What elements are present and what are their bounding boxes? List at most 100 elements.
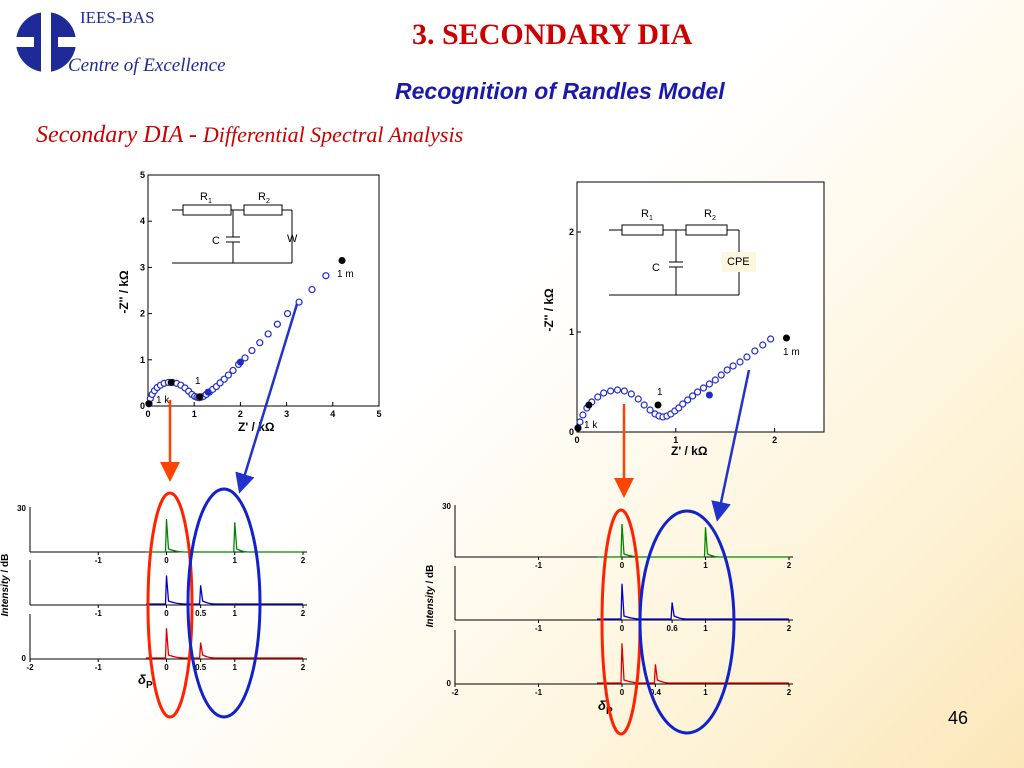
nyquist-right-point xyxy=(594,393,602,401)
spectra-left-xtick-label: -1 xyxy=(95,556,103,565)
nyquist-right-point xyxy=(646,406,654,414)
nyquist-right-point xyxy=(640,401,648,409)
nyquist-right-point xyxy=(576,418,584,426)
nyquist-left-ytick-label: 2 xyxy=(140,309,145,319)
ellipse-blue-right xyxy=(638,509,736,735)
nyquist-left-point xyxy=(241,354,249,362)
spectra-left-xtick-label: 0.5 xyxy=(195,609,207,618)
page-number: 46 xyxy=(948,708,969,728)
spectra-left-ylabel: Intensity / dB xyxy=(0,554,11,617)
nyquist-left-xtick-label: 1 xyxy=(192,409,197,419)
nyquist-right-point xyxy=(751,347,759,355)
nyquist-left-ytick-label: 5 xyxy=(140,170,145,180)
nyquist-right-point xyxy=(711,376,719,384)
nyquist-left-point xyxy=(273,320,281,328)
circuit-left-r2: R2 xyxy=(258,191,270,205)
circuit-right-r2: R2 xyxy=(704,208,716,222)
nyquist-left: 0 1 2 3 4 5 0 1 2 3 4 5 R1 R2 C W 1 m 1 1 k Z' / kΩ… xyxy=(117,170,382,434)
nyquist-right-point xyxy=(699,384,708,392)
circuit-left-c: C xyxy=(212,235,220,247)
annot-left-1k: 1 k xyxy=(156,395,170,406)
nyquist-left-marker xyxy=(196,393,204,401)
nyquist-left-point xyxy=(295,298,303,306)
nyquist-right-point xyxy=(600,389,608,397)
nyquist-right-point xyxy=(743,353,751,361)
nyquist-right-ytick-label: 1 xyxy=(569,327,574,337)
spectra-right-xtick-label: 0 xyxy=(620,688,625,697)
nyquist-right-marker xyxy=(574,424,582,432)
annot-right-1m: 1 m xyxy=(783,347,800,358)
nyquist-left-blue-marker xyxy=(236,358,244,366)
annot-left-1m: 1 m xyxy=(337,269,354,280)
circuit-right xyxy=(609,224,740,296)
spectra-right-xtick-label: 2 xyxy=(787,688,792,697)
nyquist-right-marker xyxy=(585,401,593,409)
nyquist-right-xtick-label: 0 xyxy=(574,435,579,445)
nyquist-right: 0 1 2 0 1 2 R1 R2 C CPE 1 m 1 1 k Z' / kΩ -Z'… xyxy=(542,181,825,458)
nyquist-left-xtick-label: 4 xyxy=(330,409,335,419)
logo-tagline: Centre of Excellence xyxy=(68,55,226,76)
nyquist-right-point xyxy=(606,387,615,395)
spectra-left-ytick-label: 30 xyxy=(17,504,26,513)
spectra-right-xtick-label: 0.6 xyxy=(667,624,679,633)
circuit-right-r1: R1 xyxy=(641,208,653,222)
spectra-left-delta-label: δP xyxy=(138,672,153,691)
spectra-right-xtick-label: 2 xyxy=(787,561,792,570)
nyquist-right-point xyxy=(729,362,737,370)
nyquist-right-point xyxy=(613,386,622,394)
spectra-right-xtick-label: 1 xyxy=(703,624,708,633)
nyquist-right-marker xyxy=(782,334,790,342)
nyquist-right-ylabel: -Z'' / kΩ xyxy=(542,288,556,332)
arrow-blue-right xyxy=(711,369,751,522)
nyquist-left-point xyxy=(248,346,256,355)
nyquist-left-point xyxy=(322,272,330,280)
spectra-right-xtick-label: 1 xyxy=(703,688,708,697)
nyquist-left-xlabel: Z' / kΩ xyxy=(238,420,275,434)
nyquist-left-ytick-label: 0 xyxy=(140,401,145,411)
spectra-left-xtick-label: 0 xyxy=(164,609,169,618)
nyquist-left-point xyxy=(229,366,237,375)
nyquist-right-xlabel: Z' / kΩ xyxy=(671,444,708,458)
spectra-right-xtick-label: -1 xyxy=(535,624,543,633)
nyquist-left-ylabel: -Z'' / kΩ xyxy=(117,270,131,314)
spectra-right-xtick-label: 0 xyxy=(620,624,625,633)
ellipse-red-left xyxy=(146,491,194,719)
nyquist-right-point xyxy=(688,392,697,400)
logo-org: IEES-BAS xyxy=(80,8,155,27)
ellipse-blue-left xyxy=(186,487,262,719)
spectra-left-xtick-label: -1 xyxy=(95,609,103,618)
logo-icon xyxy=(14,10,78,74)
spectra-right-xtick-label: 0 xyxy=(620,561,625,570)
spectra-right-ytick-label: 30 xyxy=(442,502,451,511)
nyquist-right-point xyxy=(736,358,744,366)
spectra-left-xtick-label: 2 xyxy=(301,663,306,672)
nyquist-left-marker xyxy=(145,400,153,408)
heading-sub: Differential Spectral Analysis xyxy=(202,122,464,147)
nyquist-right-point xyxy=(767,335,775,343)
spectra-right-trace xyxy=(596,523,789,558)
nyquist-right-ytick-label: 2 xyxy=(569,227,574,237)
nyquist-right-point xyxy=(579,411,587,419)
annot-right-1k: 1 k xyxy=(584,420,598,431)
spectra-left-xtick-label: 1 xyxy=(233,556,238,565)
spectra-right-xtick-label: 1 xyxy=(703,561,708,570)
spectra-right-xtick-label: -1 xyxy=(535,688,543,697)
nyquist-left-xtick-label: 0 xyxy=(145,409,150,419)
annot-left-1: 1 xyxy=(195,376,201,387)
spectra-left-xtick-label: -2 xyxy=(26,663,34,672)
slide-title: 3. SECONDARY DIA xyxy=(412,18,693,51)
spectra-right-xtick-label: 2 xyxy=(787,624,792,633)
annot-right-1: 1 xyxy=(657,387,663,398)
spectra-left-xtick-label: 0.5 xyxy=(195,663,207,672)
cpe-box xyxy=(722,252,756,272)
spectra-right-ylabel: Intensity / dB xyxy=(425,565,436,628)
section-heading: Secondary DIA - Differential Spectral An… xyxy=(36,122,463,149)
nyquist-left-xtick-label: 3 xyxy=(284,409,289,419)
nyquist-right-point xyxy=(693,388,702,396)
nyquist-left-xtick-label: 5 xyxy=(376,409,381,419)
nyquist-right-point xyxy=(627,390,635,398)
nyquist-right-xtick-label: 2 xyxy=(772,435,777,445)
spectra-right-xtick-label: 0.4 xyxy=(650,688,662,697)
spectra-left-xtick-label: -1 xyxy=(95,663,103,672)
nyquist-left-point xyxy=(224,371,232,379)
